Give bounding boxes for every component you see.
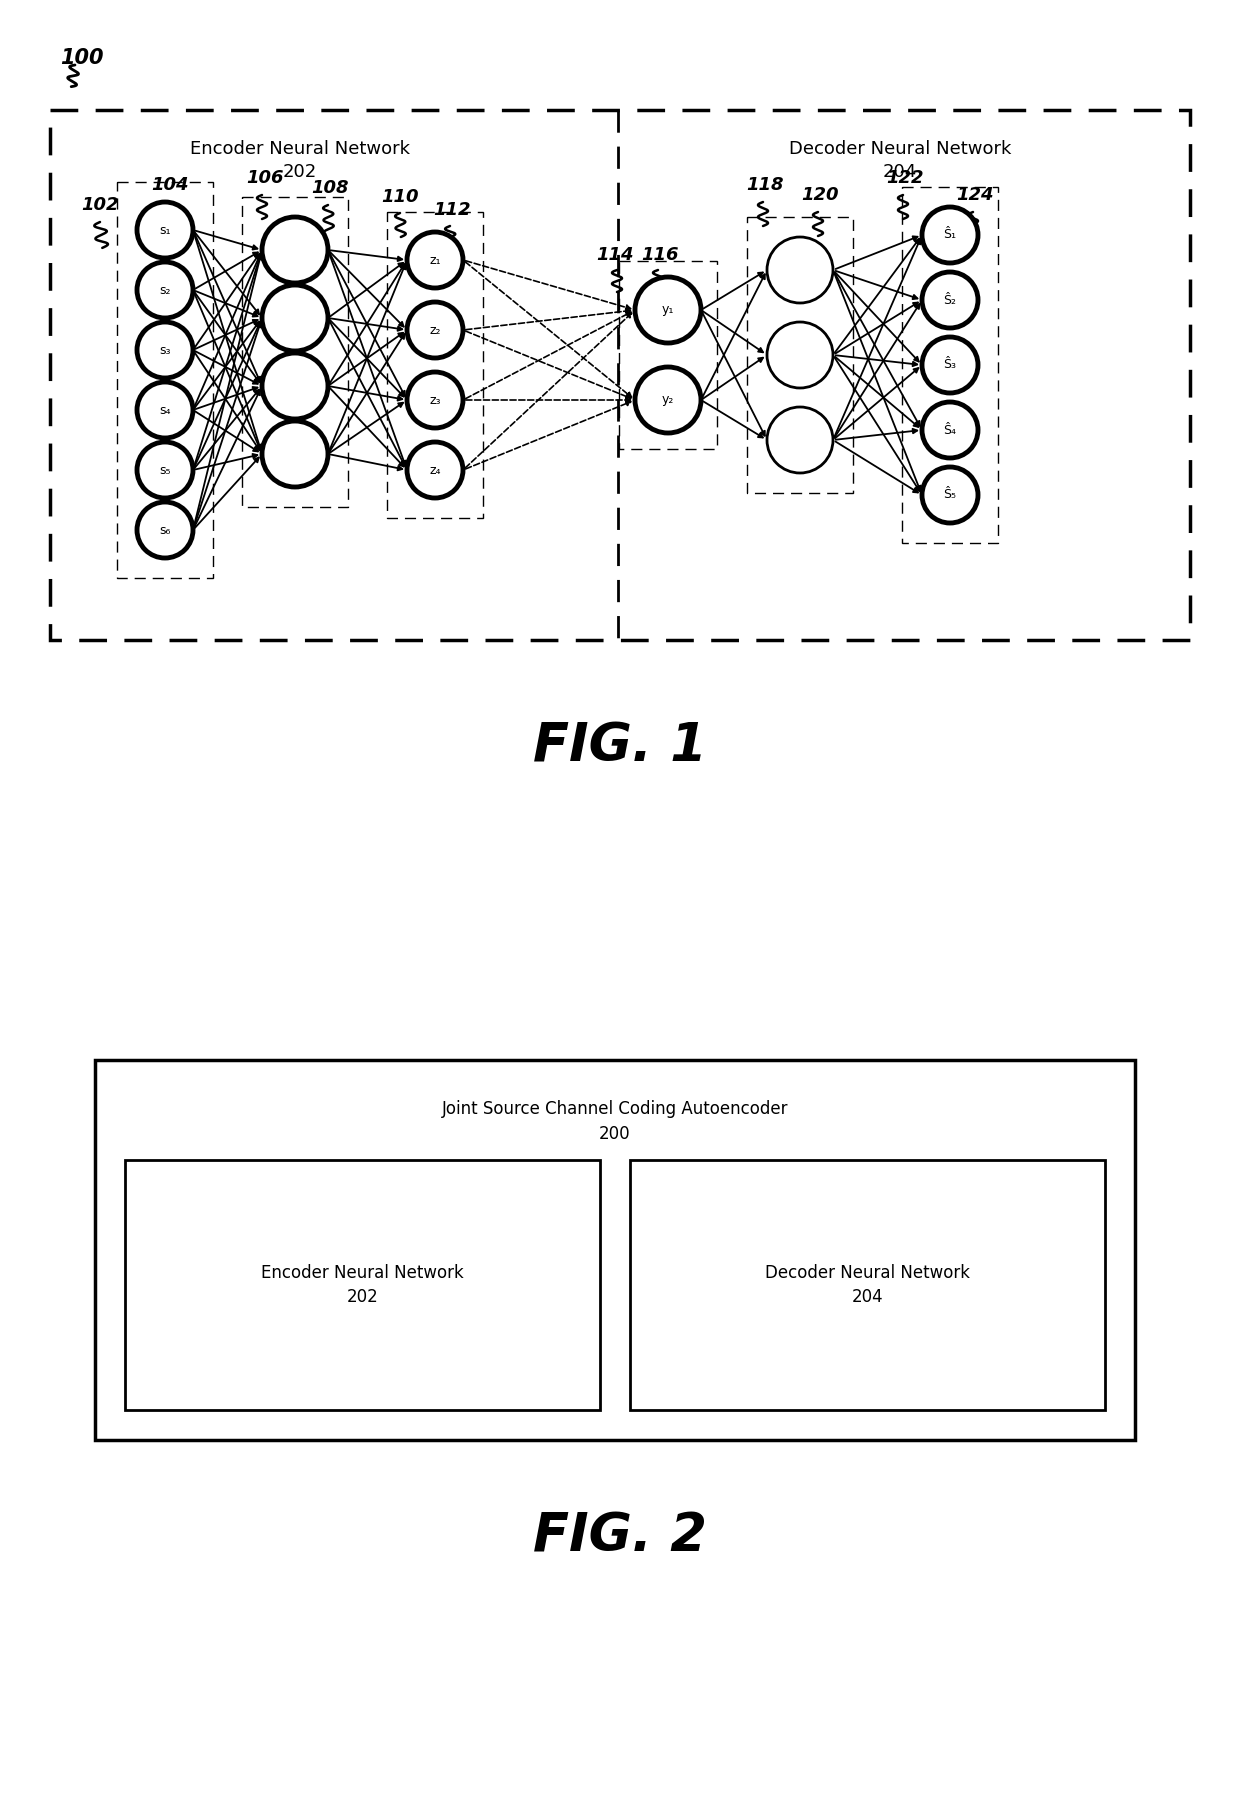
Circle shape <box>136 382 193 437</box>
Circle shape <box>768 407 833 473</box>
Text: Ŝ₃: Ŝ₃ <box>944 358 956 371</box>
Bar <box>630 1159 1105 1409</box>
Circle shape <box>136 502 193 558</box>
Bar <box>50 110 1190 641</box>
Circle shape <box>923 207 978 263</box>
Text: Ŝ₁: Ŝ₁ <box>944 229 956 241</box>
Circle shape <box>768 322 833 389</box>
Text: 124: 124 <box>956 185 993 203</box>
Text: y₁: y₁ <box>662 304 675 317</box>
Text: FIG. 2: FIG. 2 <box>533 1510 707 1562</box>
Circle shape <box>923 337 978 392</box>
Bar <box>901 187 998 544</box>
Bar <box>95 1060 1135 1440</box>
Circle shape <box>407 302 463 358</box>
Text: y₂: y₂ <box>662 394 675 407</box>
Text: 202: 202 <box>283 164 317 182</box>
Text: 122: 122 <box>887 169 924 187</box>
Text: 108: 108 <box>311 178 348 196</box>
Text: 110: 110 <box>381 187 419 205</box>
Text: Ŝ₄: Ŝ₄ <box>944 423 956 437</box>
Circle shape <box>262 284 329 351</box>
Text: 202: 202 <box>347 1289 378 1307</box>
Text: Ŝ₅: Ŝ₅ <box>944 488 956 502</box>
Circle shape <box>136 263 193 319</box>
Circle shape <box>262 353 329 419</box>
Text: z₁: z₁ <box>429 254 440 266</box>
Text: FIG. 1: FIG. 1 <box>533 720 707 772</box>
Text: s₄: s₄ <box>159 403 171 416</box>
Text: 102: 102 <box>82 196 119 214</box>
Circle shape <box>635 277 701 344</box>
Circle shape <box>923 466 978 524</box>
Circle shape <box>262 421 329 488</box>
Bar <box>746 218 853 493</box>
Circle shape <box>407 232 463 288</box>
Text: s₂: s₂ <box>159 283 171 297</box>
Text: s₃: s₃ <box>159 344 171 356</box>
Bar <box>125 1159 600 1409</box>
Text: 100: 100 <box>60 49 103 68</box>
Text: s₆: s₆ <box>159 524 171 536</box>
Text: Decoder Neural Network: Decoder Neural Network <box>789 140 1011 158</box>
Text: 104: 104 <box>151 176 188 194</box>
Text: z₃: z₃ <box>429 394 440 407</box>
Text: z₄: z₄ <box>429 463 440 477</box>
Circle shape <box>136 202 193 257</box>
Circle shape <box>407 443 463 499</box>
Text: 120: 120 <box>801 185 838 203</box>
Text: 116: 116 <box>641 247 678 265</box>
Circle shape <box>768 238 833 302</box>
Text: 200: 200 <box>599 1125 631 1143</box>
Text: Encoder Neural Network: Encoder Neural Network <box>190 140 410 158</box>
Circle shape <box>635 367 701 434</box>
Bar <box>619 261 717 448</box>
Text: z₂: z₂ <box>429 324 440 337</box>
Text: Encoder Neural Network: Encoder Neural Network <box>262 1264 464 1282</box>
Circle shape <box>136 443 193 499</box>
Bar <box>242 196 348 508</box>
Text: 118: 118 <box>746 176 784 194</box>
Text: s₁: s₁ <box>159 223 171 236</box>
Text: 114: 114 <box>596 247 634 265</box>
Circle shape <box>136 322 193 378</box>
Circle shape <box>407 373 463 428</box>
Text: Ŝ₂: Ŝ₂ <box>944 293 956 306</box>
Circle shape <box>923 272 978 328</box>
Text: 106: 106 <box>247 169 284 187</box>
Circle shape <box>262 218 329 283</box>
Bar <box>117 182 213 578</box>
Circle shape <box>923 401 978 457</box>
Text: Joint Source Channel Coding Autoencoder: Joint Source Channel Coding Autoencoder <box>441 1100 789 1118</box>
Text: 204: 204 <box>883 164 918 182</box>
Bar <box>387 212 484 518</box>
Text: Decoder Neural Network: Decoder Neural Network <box>765 1264 970 1282</box>
Text: s₅: s₅ <box>159 463 171 477</box>
Text: 112: 112 <box>433 202 471 220</box>
Text: 204: 204 <box>852 1289 883 1307</box>
